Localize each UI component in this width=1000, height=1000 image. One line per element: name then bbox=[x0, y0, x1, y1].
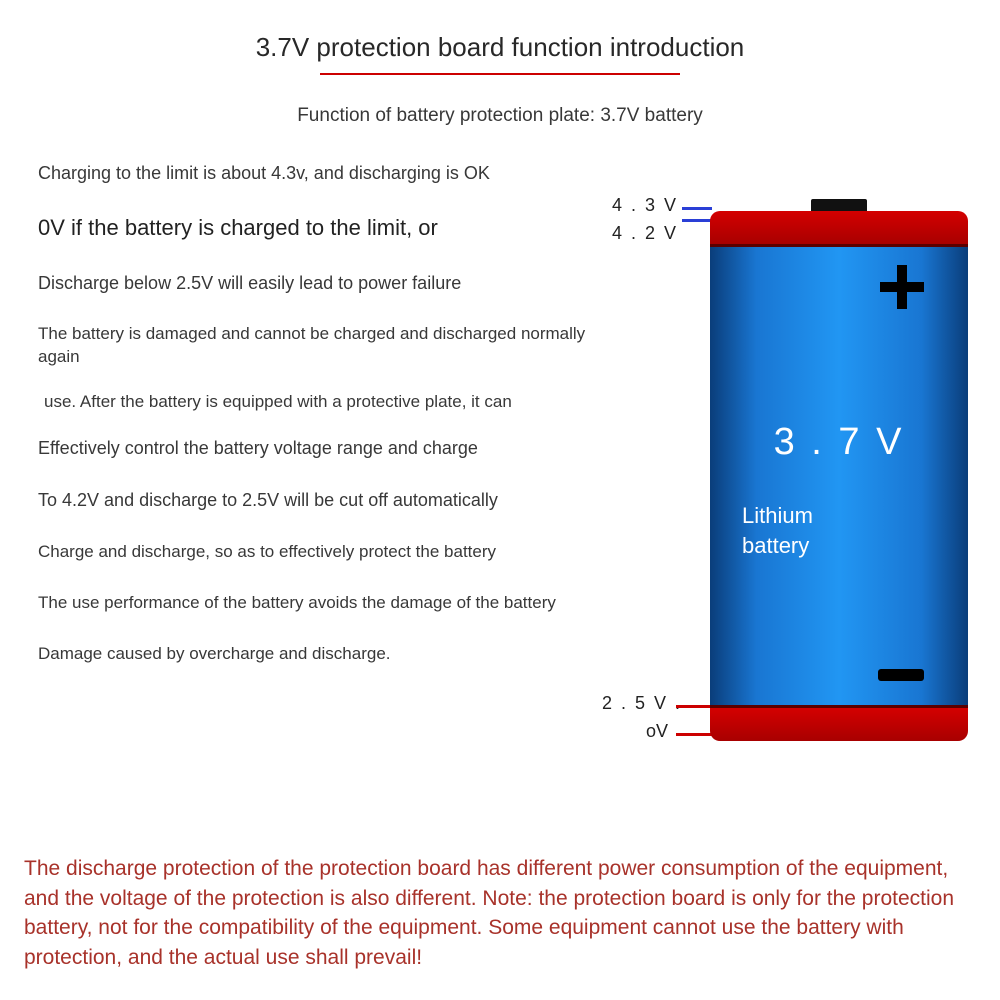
level-line-0 bbox=[676, 733, 712, 736]
page-title: 3.7V protection board function introduct… bbox=[0, 0, 1000, 73]
body-line: Effectively control the battery voltage … bbox=[38, 436, 598, 460]
body-line: Charge and discharge, so as to effective… bbox=[38, 541, 598, 564]
battery-top-cap bbox=[710, 211, 968, 247]
level-line-4-3 bbox=[682, 207, 712, 210]
title-underline bbox=[320, 73, 680, 75]
body-line: use. After the battery is equipped with … bbox=[38, 391, 598, 414]
plus-icon bbox=[880, 265, 924, 309]
footer-note: The discharge protection of the protecti… bbox=[24, 854, 976, 972]
battery-cell bbox=[710, 247, 968, 705]
minus-icon bbox=[878, 669, 924, 681]
level-line-4-2 bbox=[682, 219, 712, 222]
subtitle: Function of battery protection plate: 3.… bbox=[0, 105, 1000, 127]
battery-type-line1: Lithium bbox=[742, 503, 813, 528]
voltage-label-2-5: 2 . 5 V . bbox=[602, 693, 682, 714]
body-line: Damage caused by overcharge and discharg… bbox=[38, 643, 598, 666]
body-line-emphasis: 0V if the battery is charged to the limi… bbox=[38, 213, 598, 243]
battery-body: 3 . 7 V Lithium battery bbox=[710, 211, 968, 741]
voltage-label-4-3: 4 . 3 V bbox=[612, 195, 678, 216]
battery-type-line2: battery bbox=[742, 533, 809, 558]
body-line: Discharge below 2.5V will easily lead to… bbox=[38, 271, 598, 295]
battery-bottom-cap bbox=[710, 705, 968, 741]
content-area: Charging to the limit is about 4.3v, and… bbox=[0, 161, 1000, 666]
body-line: Charging to the limit is about 4.3v, and… bbox=[38, 161, 598, 185]
body-line: The battery is damaged and cannot be cha… bbox=[38, 323, 598, 369]
battery-type-label: Lithium battery bbox=[742, 501, 813, 560]
voltage-label-0: oV bbox=[646, 721, 668, 742]
voltage-label-4-2: 4 . 2 V bbox=[612, 223, 678, 244]
battery-voltage: 3 . 7 V bbox=[710, 421, 968, 464]
text-column: Charging to the limit is about 4.3v, and… bbox=[38, 161, 598, 666]
battery-diagram: 4 . 3 V 4 . 2 V 2 . 5 V . oV 3 . 7 V Lit… bbox=[620, 201, 970, 761]
body-line: To 4.2V and discharge to 2.5V will be cu… bbox=[38, 488, 598, 512]
body-line: The use performance of the battery avoid… bbox=[38, 592, 598, 615]
level-line-2-5 bbox=[676, 705, 712, 708]
